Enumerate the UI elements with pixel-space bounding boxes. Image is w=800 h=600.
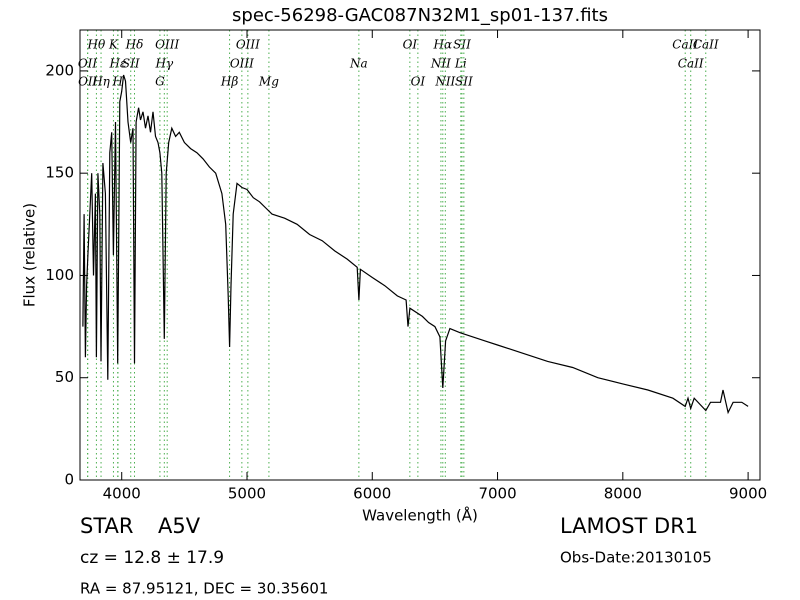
y-tick-label: 150	[45, 164, 74, 182]
spectral-line-label: NII	[434, 75, 455, 89]
survey: LAMOST DR1	[560, 514, 698, 538]
object-class: STAR	[80, 514, 133, 538]
spectral-line-label: Hε	[109, 57, 127, 71]
spectral-line-label: Hη	[91, 75, 110, 89]
spectral-line-label: OI	[403, 38, 418, 52]
x-tick-label: 6000	[353, 485, 391, 503]
spectral-line-label: SII	[453, 38, 471, 52]
spectral-line-label: Hβ	[220, 75, 238, 89]
redshift: cz = 12.8 ± 17.9	[80, 548, 224, 568]
spectrum	[82, 74, 749, 415]
spectral-line-label: OI	[411, 75, 426, 89]
y-tick-label: 100	[45, 266, 74, 284]
spectral-line-label: NII	[430, 57, 451, 71]
x-tick-label: 8000	[604, 485, 642, 503]
spectral-line-label: OII	[78, 75, 98, 89]
spectral-line-label: CaII	[693, 38, 719, 52]
spectral-line-label: Na	[349, 57, 368, 71]
coordinates: RA = 87.95121, DEC = 30.35601	[80, 580, 328, 598]
x-tick-label: 4000	[103, 485, 141, 503]
spectral-line-label: Hθ	[87, 38, 106, 52]
spectral-line-label: SII	[455, 75, 473, 89]
spectral-line-label: H	[111, 75, 123, 89]
object-subclass: A5V	[158, 514, 201, 538]
spectral-line-label: Li	[454, 57, 467, 71]
spectral-line-label: Hδ	[125, 38, 144, 52]
spectral-line-label: OII	[78, 57, 98, 71]
x-tick-label: 9000	[729, 485, 767, 503]
spectral-line-label: CaII	[678, 57, 704, 71]
spectral-line-label: Hα	[433, 38, 453, 52]
spectral-line-label: Hγ	[154, 57, 173, 71]
spectral-line-label: OIII	[236, 38, 260, 52]
plot-frame	[79, 29, 761, 481]
y-tick-label: 200	[45, 61, 74, 79]
y-tick-label: 0	[64, 471, 74, 489]
x-tick-label: 7000	[478, 485, 516, 503]
spectral-line-label: K	[108, 38, 119, 52]
spectral-line-label: SII	[122, 57, 140, 71]
obs-date: Obs-Date:20130105	[560, 549, 712, 567]
chart-title: spec-56298-GAC087N32M1_sp01-137.fits	[232, 5, 608, 26]
x-tick-label: 5000	[228, 485, 266, 503]
spectral-line-label: Mg	[258, 75, 279, 89]
spectral-line-label: CaII	[672, 38, 698, 52]
spectral-line-label: OIII	[230, 57, 254, 71]
y-tick-label: 50	[55, 368, 74, 386]
y-axis-label: Flux (relative)	[21, 203, 39, 307]
spectral-line-label: G	[155, 75, 165, 89]
spectral-line-label: OIII	[155, 38, 179, 52]
x-axis-label: Wavelength (Å)	[362, 506, 478, 525]
